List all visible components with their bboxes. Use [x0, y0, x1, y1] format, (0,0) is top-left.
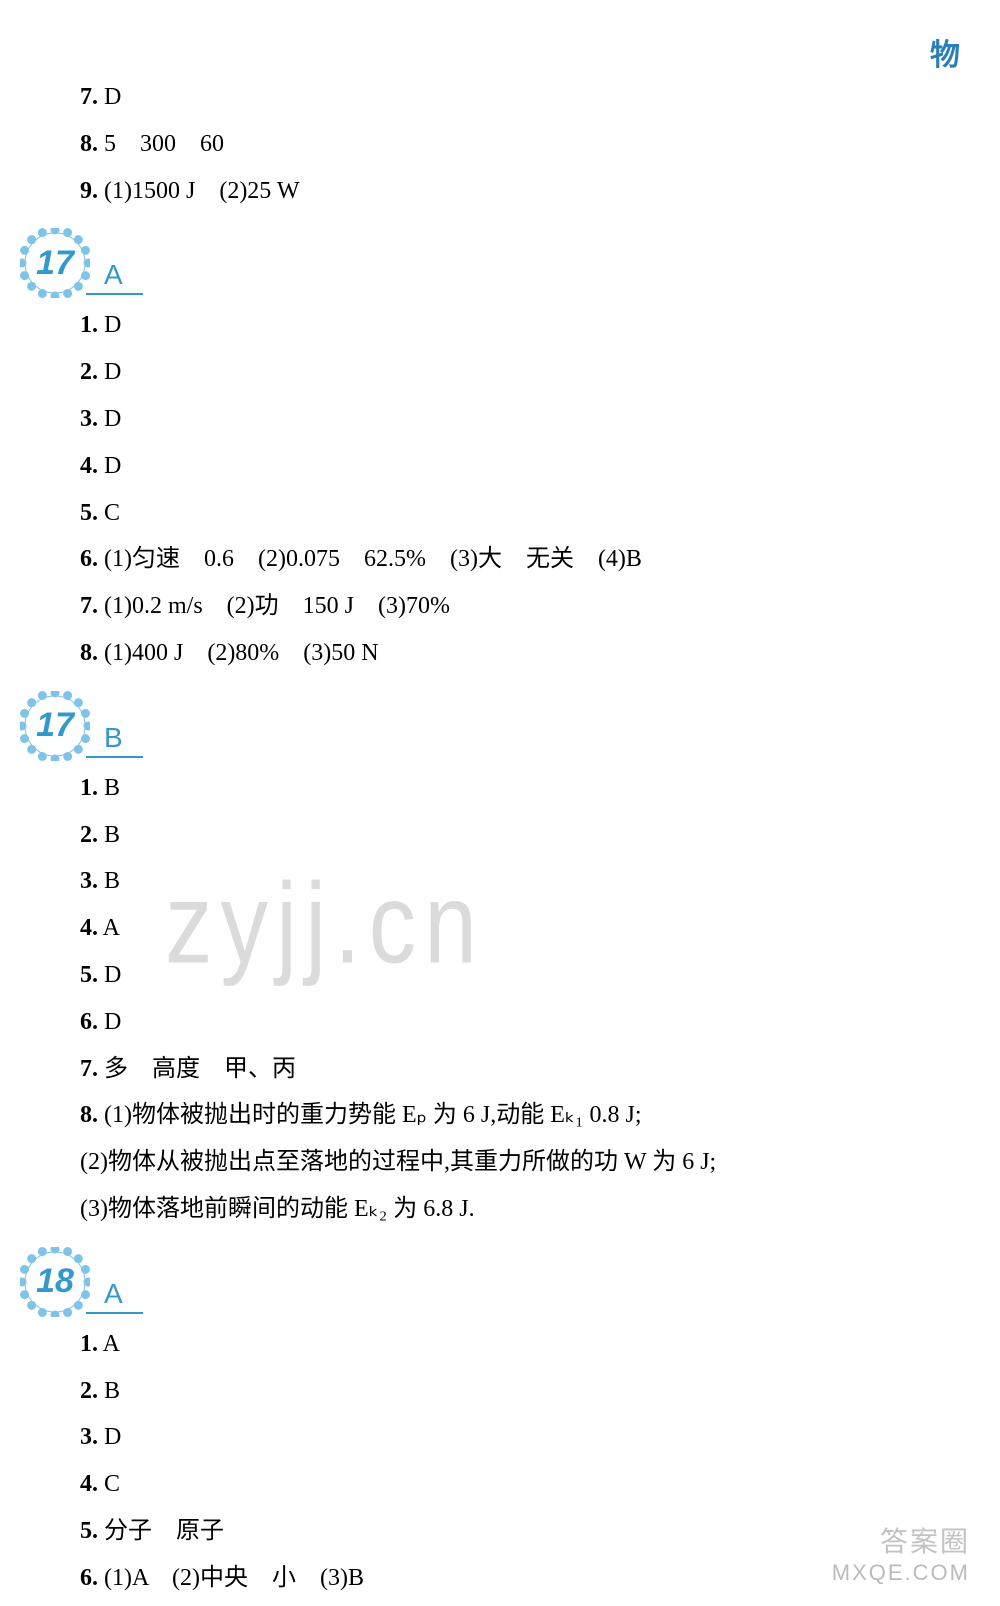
- answer-number: 8.: [80, 640, 98, 666]
- answer-line: 9. (1)1500 J (2)25 W: [70, 174, 930, 209]
- answer-text: (1)0.2 m/s (2)功 150 J (3)70%: [98, 593, 450, 619]
- answer-line: 5. C: [70, 496, 930, 531]
- answer-number: 5.: [80, 500, 98, 526]
- answer-line: 6. (1)匀速 0.6 (2)0.075 62.5% (3)大 无关 (4)B: [70, 542, 930, 577]
- answer-text: A: [98, 1331, 120, 1357]
- answer-number: 5.: [80, 962, 98, 988]
- answer-line: 2. B: [70, 818, 930, 853]
- answer-line: 2. D: [70, 355, 930, 390]
- section-badge: 17: [20, 228, 90, 298]
- answer-text: (1)A (2)中央 小 (3)B: [98, 1565, 364, 1591]
- answer-number: 8.: [80, 1102, 98, 1128]
- answer-line: 3. D: [70, 402, 930, 437]
- answer-number: 5.: [80, 1518, 98, 1544]
- answer-text: D: [98, 406, 121, 432]
- answer-number: 3.: [80, 406, 98, 432]
- section-letter: A: [86, 1278, 143, 1314]
- section-badge: 18: [20, 1247, 90, 1317]
- answer-number: 2.: [80, 1378, 98, 1404]
- answer-line: 8. 5 300 60: [70, 127, 930, 162]
- answer-line: 3. B: [70, 864, 930, 899]
- answer-number: 9.: [80, 178, 98, 204]
- answer-number: 3.: [80, 868, 98, 894]
- answer-number: 4.: [80, 453, 98, 479]
- answer-number: 1.: [80, 775, 98, 801]
- badge-number: 17: [36, 706, 74, 745]
- answer-line: 4. D: [70, 449, 930, 484]
- answer-line: 6. D: [70, 1005, 930, 1040]
- answer-number: 1.: [80, 312, 98, 338]
- answer-line: 6. (1)A (2)中央 小 (3)B: [70, 1561, 930, 1596]
- answer-text: (2)物体从被抛出点至落地的过程中,其重力所做的功 W 为 6 J;: [80, 1149, 716, 1175]
- answer-text: D: [98, 84, 121, 110]
- answer-line: 5. D: [70, 958, 930, 993]
- answer-text: C: [98, 500, 120, 526]
- answer-text: D: [98, 962, 121, 988]
- answer-line: (2)物体从被抛出点至落地的过程中,其重力所做的功 W 为 6 J;: [70, 1145, 930, 1180]
- answer-number: 2.: [80, 822, 98, 848]
- answer-line: 1. D: [70, 308, 930, 343]
- answer-text: B: [98, 822, 120, 848]
- watermark-bottom-cn: 答案圈: [832, 1520, 970, 1560]
- badge-number: 17: [36, 244, 74, 283]
- section-badge: 17: [20, 691, 90, 761]
- answer-line: 4. C: [70, 1467, 930, 1502]
- answer-line: 8. (1)400 J (2)80% (3)50 N: [70, 636, 930, 671]
- answer-number: 4.: [80, 1471, 98, 1497]
- answer-text: 多 高度 甲、丙: [98, 1056, 296, 1082]
- answer-number: 7.: [80, 593, 98, 619]
- answer-line: (3)物体落地前瞬间的动能 Eₖ₂ 为 6.8 J.: [70, 1192, 930, 1227]
- answer-number: 3.: [80, 1424, 98, 1450]
- answer-line: 5. 分子 原子: [70, 1514, 930, 1549]
- answer-number: 6.: [80, 1565, 98, 1591]
- answer-text: D: [98, 1424, 121, 1450]
- answer-number: 7.: [80, 1056, 98, 1082]
- section-letter: A: [86, 259, 143, 295]
- answer-text: 分子 原子: [98, 1518, 224, 1544]
- answer-line: 1. A: [70, 1327, 930, 1362]
- answer-text: 5 300 60: [98, 131, 224, 157]
- answer-number: 6.: [80, 546, 98, 572]
- answer-line: 7. (1)0.2 m/s (2)功 150 J (3)70%: [70, 589, 930, 624]
- answer-number: 4.: [80, 915, 98, 941]
- answer-text: D: [98, 453, 121, 479]
- answer-text: (1)匀速 0.6 (2)0.075 62.5% (3)大 无关 (4)B: [98, 546, 642, 572]
- answer-text: (1)400 J (2)80% (3)50 N: [98, 640, 379, 666]
- badge-number: 18: [36, 1262, 74, 1301]
- answer-text: B: [98, 1378, 120, 1404]
- watermark-bottom: 答案圈 MXQE.COM: [832, 1520, 970, 1586]
- answer-line: 4. A: [70, 911, 930, 946]
- answer-line: 8. (1)物体被抛出时的重力势能 Eₚ 为 6 J,动能 Eₖ₁ 0.8 J;: [70, 1098, 930, 1133]
- subject-label: 物: [930, 30, 960, 74]
- answer-number: 8.: [80, 131, 98, 157]
- answer-number: 6.: [80, 1009, 98, 1035]
- page-container: 物 7. D8. 5 300 609. (1)1500 J (2)25 W 17…: [0, 0, 1000, 1606]
- answer-line: 2. B: [70, 1374, 930, 1409]
- answer-number: 7.: [80, 84, 98, 110]
- section-header: 17 B: [20, 691, 930, 761]
- answer-number: 2.: [80, 359, 98, 385]
- answer-text: (1)1500 J (2)25 W: [98, 178, 300, 204]
- answer-text: (3)物体落地前瞬间的动能 Eₖ₂ 为 6.8 J.: [80, 1196, 475, 1222]
- watermark-bottom-url: MXQE.COM: [832, 1560, 970, 1586]
- sections-container: 17A1. D2. D3. D4. D5. C6. (1)匀速 0.6 (2)0…: [70, 228, 930, 1595]
- pre-section-answers: 7. D8. 5 300 609. (1)1500 J (2)25 W: [70, 80, 930, 208]
- section-header: 17 A: [20, 228, 930, 298]
- answer-line: 7. D: [70, 80, 930, 115]
- answer-text: A: [98, 915, 120, 941]
- answer-text: D: [98, 1009, 121, 1035]
- answer-text: (1)物体被抛出时的重力势能 Eₚ 为 6 J,动能 Eₖ₁ 0.8 J;: [98, 1102, 642, 1128]
- section-header: 18 A: [20, 1247, 930, 1317]
- answer-text: B: [98, 775, 120, 801]
- answer-text: D: [98, 312, 121, 338]
- answer-line: 1. B: [70, 771, 930, 806]
- answer-number: 1.: [80, 1331, 98, 1357]
- answer-text: C: [98, 1471, 120, 1497]
- answer-text: D: [98, 359, 121, 385]
- answer-line: 3. D: [70, 1420, 930, 1455]
- answer-line: 7. 多 高度 甲、丙: [70, 1052, 930, 1087]
- answer-text: B: [98, 868, 120, 894]
- section-letter: B: [86, 722, 143, 758]
